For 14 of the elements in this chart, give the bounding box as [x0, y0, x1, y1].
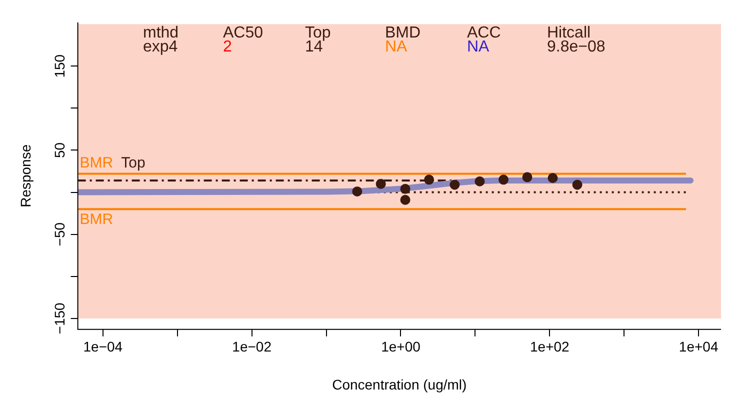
y-tick-label: 50	[52, 142, 68, 158]
x-axis-title: Concentration (ug/ml)	[332, 376, 467, 392]
x-tick-label: 1e+02	[530, 338, 570, 355]
x-tick-label: 1e−04	[83, 338, 123, 355]
y-tick-label: −150	[52, 302, 68, 334]
ref-line-label: BMR	[80, 154, 114, 172]
ref-line-label: BMR	[80, 210, 114, 228]
ref-line-label: Top	[121, 154, 146, 172]
y-tick-label: 150	[52, 54, 68, 78]
x-tick-label: 1e−02	[232, 338, 272, 355]
x-tick-label: 1e+04	[678, 338, 718, 355]
y-tick-label: −50	[52, 222, 68, 246]
x-tick-label: 1e+00	[381, 338, 421, 355]
y-axis-title: Response	[17, 144, 34, 208]
